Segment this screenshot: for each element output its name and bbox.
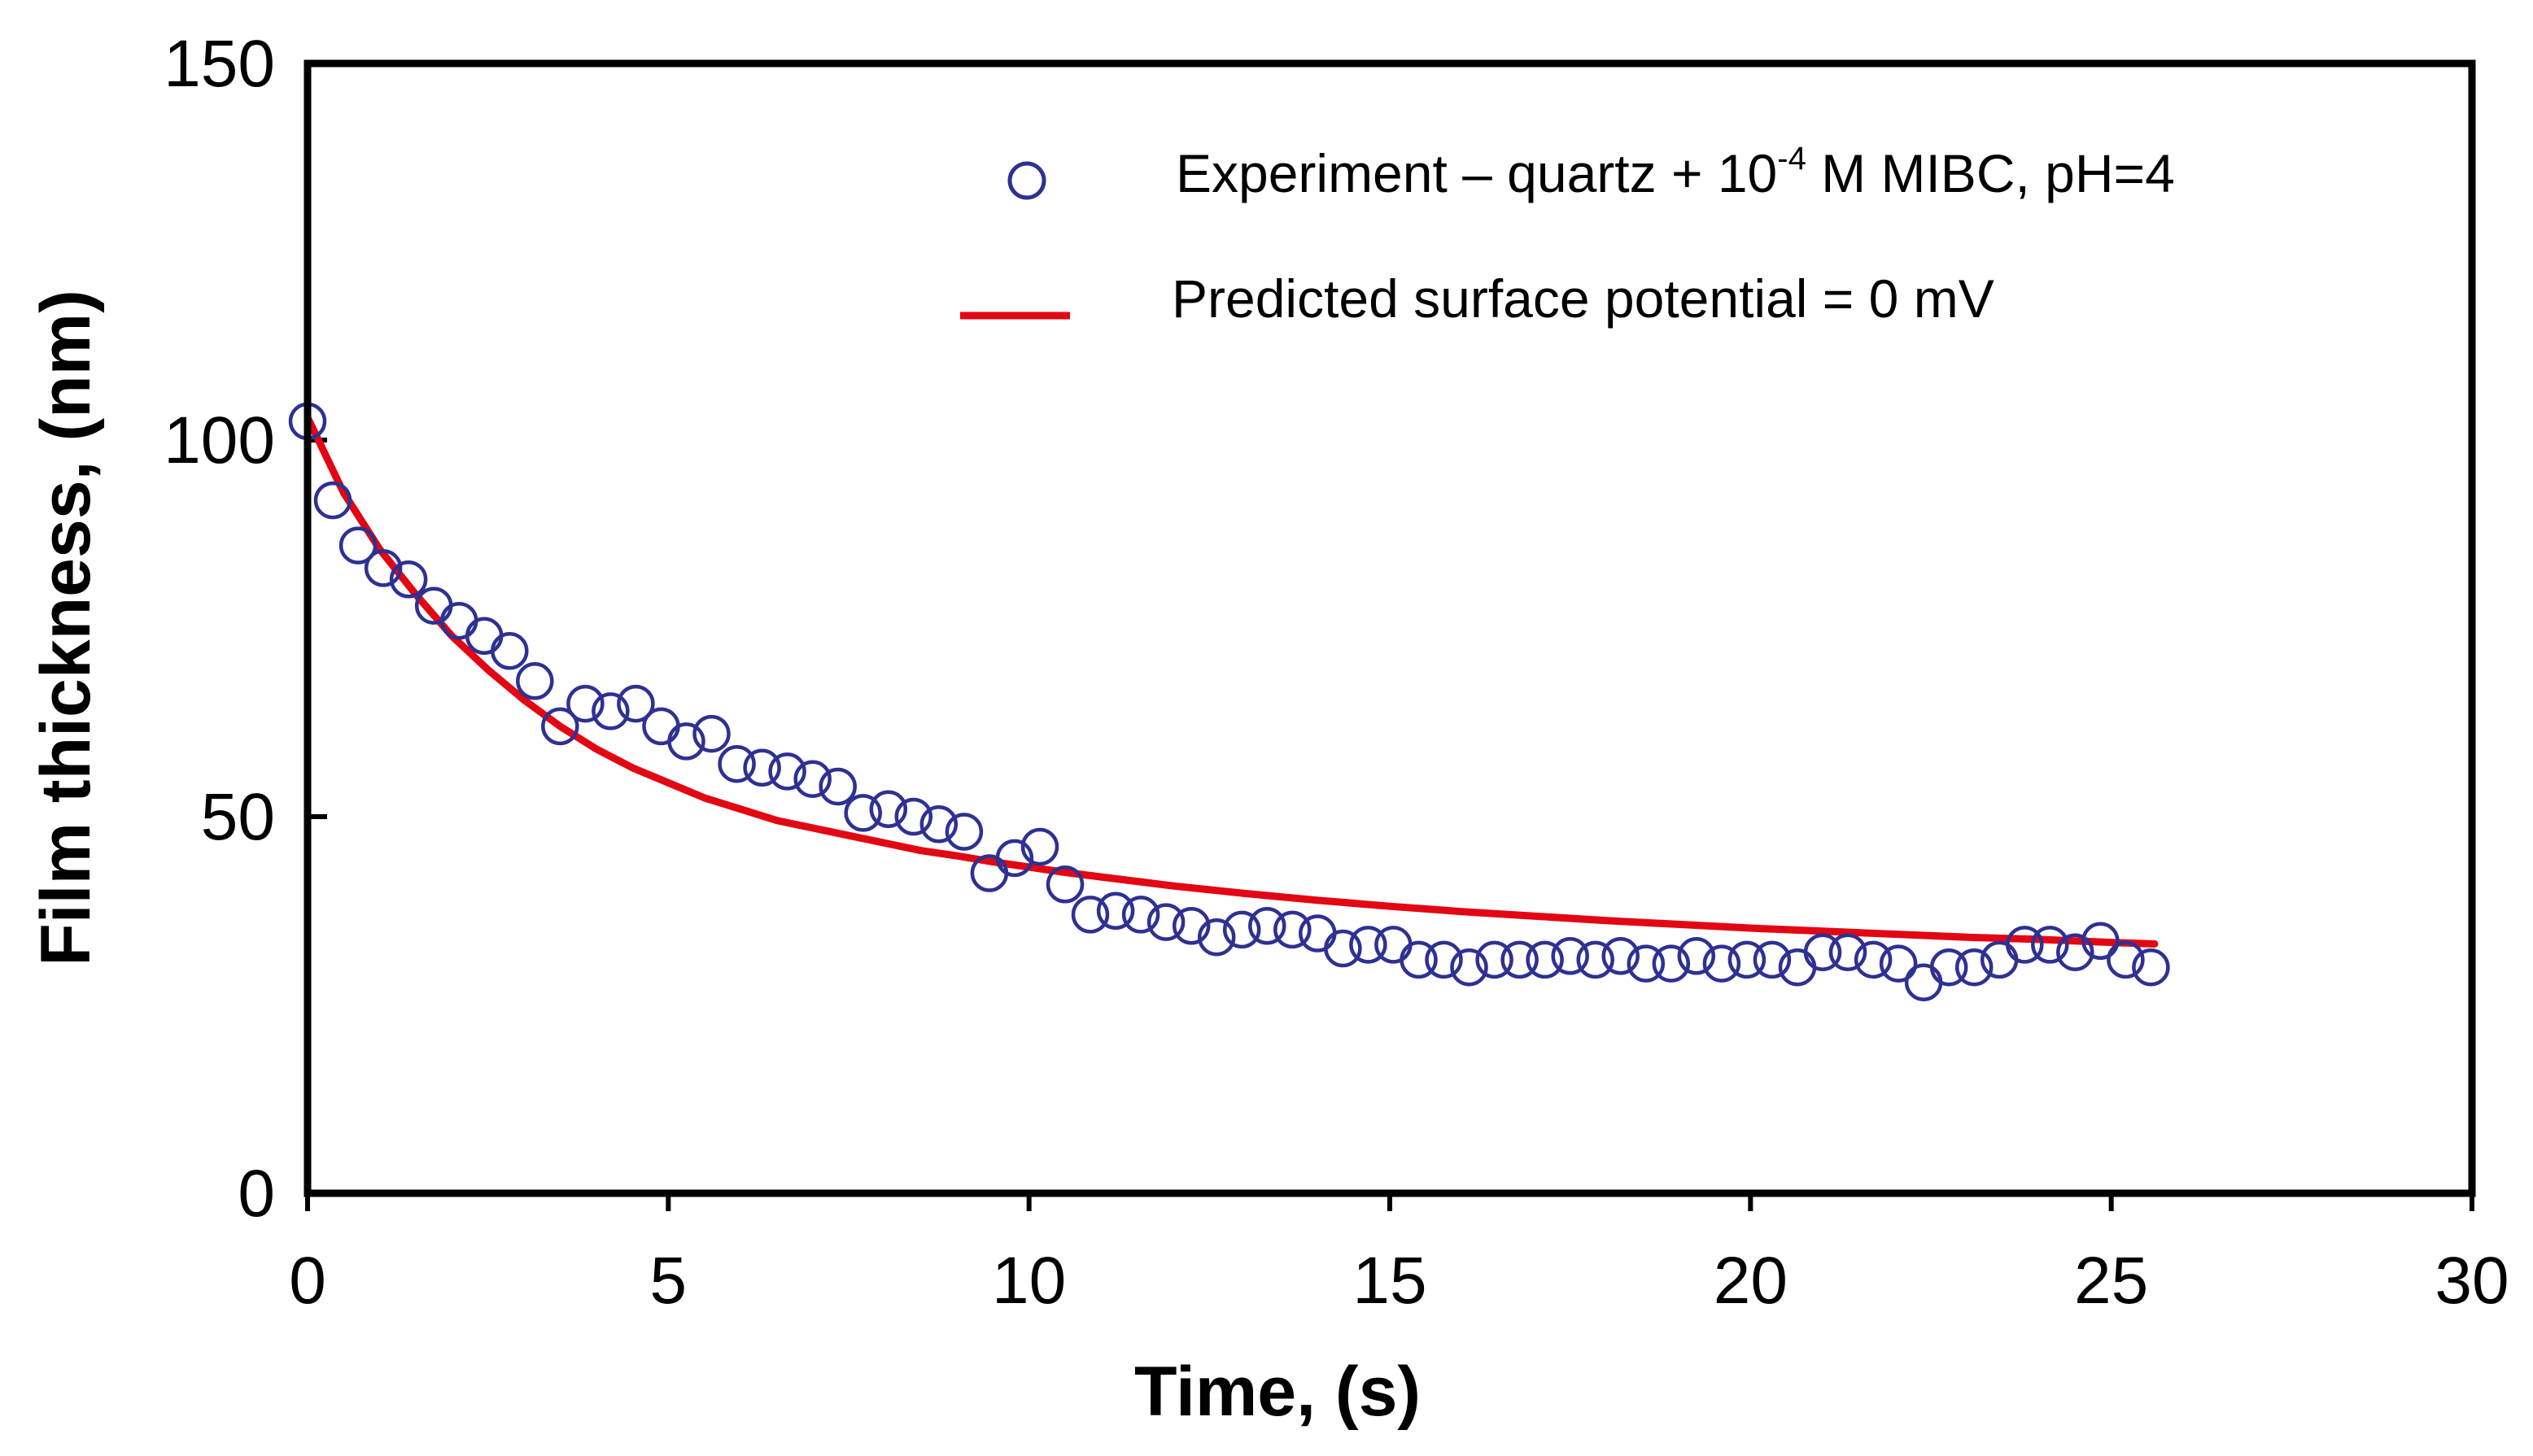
experiment-point (1854, 940, 1893, 979)
experiment-point (1753, 940, 1792, 979)
experiment-point (718, 744, 756, 783)
experiment-point (1879, 944, 1918, 983)
experiment-point (1172, 907, 1211, 945)
experiment-point (1248, 907, 1286, 945)
experiment-point (2056, 933, 2094, 971)
x-axis-title: Time, (s) (1134, 1353, 1421, 1431)
x-tick-label: 15 (1352, 1244, 1426, 1318)
experiment-point (1425, 940, 1463, 979)
y-tick-label: 150 (164, 27, 275, 101)
x-tick-label: 20 (1714, 1244, 1788, 1318)
legend-label-experiment: Experiment – quartz + 10-4 M MIBC, pH=4 (1176, 141, 2175, 203)
experiment-point (389, 560, 428, 599)
y-tick-label: 0 (238, 1157, 275, 1231)
experiment-point (1146, 903, 1186, 941)
experiment-point (945, 813, 984, 851)
plot-frame (304, 59, 2476, 1197)
experiment-point (819, 767, 857, 806)
experiment-point (642, 707, 680, 746)
experiment-point (617, 684, 655, 723)
experiment-point (1601, 937, 1640, 975)
x-axis-ticks: 0 5 10 15 20 25 30 (289, 1193, 2509, 1318)
experiment-point (1121, 896, 1160, 934)
legend-marker-experiment (1007, 161, 1046, 200)
experiment-point (364, 549, 403, 587)
experiment-point (844, 794, 882, 832)
experiment-point (1020, 827, 1059, 866)
experiment-point (768, 752, 806, 791)
experiment-point (1828, 933, 1867, 971)
experiment-point (439, 601, 478, 640)
experiment-point (592, 692, 630, 730)
experiment-point (1324, 929, 1362, 968)
experiment-point (869, 790, 908, 828)
experiment-point (313, 481, 352, 520)
experiment-point (1627, 944, 1666, 983)
experiment-point (1929, 948, 1968, 987)
y-axis-ticks: 0 50 100 150 (164, 27, 327, 1231)
y-tick-label: 50 (201, 780, 275, 854)
experiment-point (692, 714, 731, 753)
experiment-point (1046, 865, 1085, 904)
x-tick-label: 25 (2074, 1244, 2148, 1318)
x-tick-label: 0 (289, 1244, 326, 1318)
experiment-point (1576, 940, 1614, 979)
experiment-point (1904, 963, 1943, 1001)
x-tick-label: 10 (992, 1244, 1066, 1318)
experiment-point (1526, 940, 1564, 979)
experiment-point (2081, 922, 2120, 961)
experiment-point (1222, 910, 1261, 949)
experiment-point (2031, 926, 2069, 964)
experiment-point (1349, 926, 1387, 964)
experiment-point (1702, 944, 1741, 983)
experiment-point (1273, 910, 1312, 949)
experiment-point (1096, 891, 1135, 931)
y-tick-label: 100 (164, 403, 275, 477)
x-tick-label: 30 (2435, 1244, 2509, 1318)
experiment-point (491, 632, 529, 670)
experiment-point (667, 722, 705, 761)
experiment-point (2132, 948, 2170, 987)
experiment-point (338, 526, 378, 565)
experiment-point (1551, 937, 1589, 975)
experiment-point (1374, 926, 1413, 964)
experiment-point (919, 805, 959, 844)
experiment-point (743, 748, 781, 787)
legend-label-experiment-sup: -4 (1777, 141, 1806, 177)
experiment-point (1727, 940, 1767, 979)
legend-label-experiment-suffix: M MIBC, pH=4 (1806, 143, 2175, 203)
experiment-series (288, 402, 2170, 1001)
experiment-point (1450, 948, 1488, 987)
predicted-series (304, 413, 2159, 948)
experiment-point (995, 839, 1034, 878)
experiment-point (1677, 937, 1716, 975)
experiment-point (1197, 918, 1236, 957)
experiment-point (1299, 914, 1337, 953)
experiment-point (1071, 896, 1110, 934)
legend-label-predicted: Predicted surface potential = 0 mV (1172, 268, 1994, 329)
x-tick-label: 5 (650, 1244, 688, 1318)
experiment-point (2107, 940, 2145, 979)
experiment-point (1954, 948, 1994, 987)
y-axis-title: Film thickness, (nm) (27, 290, 105, 966)
experiment-point (566, 684, 605, 723)
experiment-point (1400, 940, 1438, 979)
experiment-point (2006, 926, 2044, 964)
legend: Experiment – quartz + 10-4 M MIBC, pH=4 … (960, 141, 2175, 329)
experiment-point (516, 662, 554, 700)
experiment-point (1803, 933, 1842, 971)
legend-label-experiment-prefix: Experiment – quartz + 10 (1176, 143, 1777, 203)
experiment-point (793, 760, 832, 798)
experiment-point (1652, 944, 1691, 983)
experiment-point (1500, 940, 1539, 979)
experiment-point (465, 617, 504, 656)
experiment-point (1475, 940, 1513, 979)
experiment-point (541, 707, 579, 746)
predicted-line (304, 413, 2159, 948)
experiment-point (894, 797, 933, 836)
